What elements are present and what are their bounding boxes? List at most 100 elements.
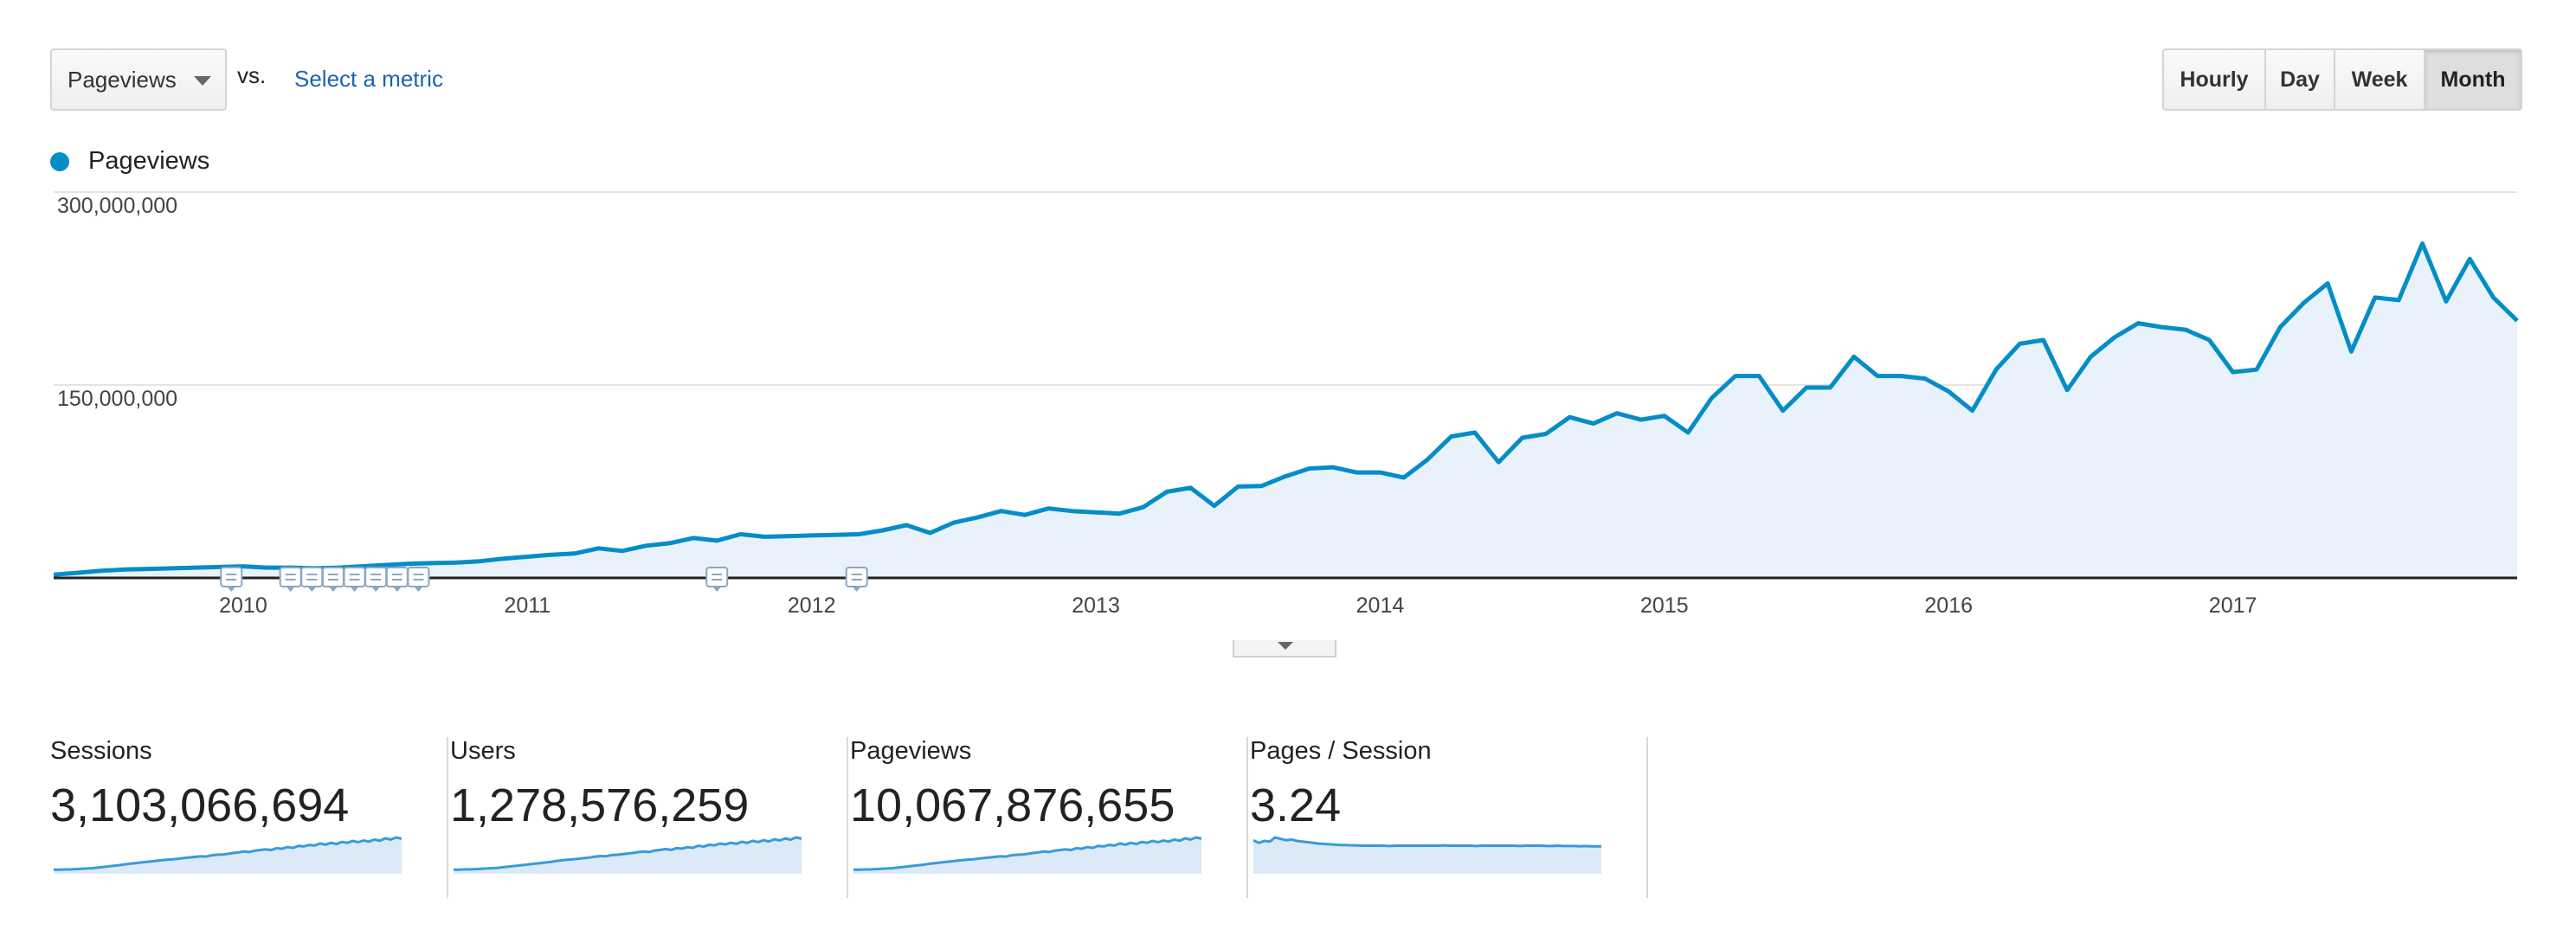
data-point[interactable] [1517,433,1528,443]
data-point[interactable] [1257,481,1267,491]
data-point[interactable] [593,543,603,554]
data-point[interactable] [1778,406,1788,416]
data-point[interactable] [617,546,628,556]
data-point[interactable] [665,538,675,548]
data-point[interactable] [2370,292,2380,303]
data-point[interactable] [1659,411,1670,421]
data-point[interactable] [2228,367,2238,377]
data-point[interactable] [2133,318,2143,329]
annotation-marker[interactable] [385,567,409,592]
data-point[interactable] [1564,412,1575,422]
data-point[interactable] [1138,502,1149,512]
data-point[interactable] [878,525,888,536]
data-point[interactable] [119,564,130,574]
data-point[interactable] [2180,324,2191,335]
data-point[interactable] [2299,298,2309,308]
scorecard-pageviews[interactable]: Pageviews 10,067,876,655 [850,737,1248,898]
scorecard-users[interactable]: Users 1,278,576,259 [450,737,848,898]
data-point[interactable] [1683,427,1693,438]
annotation-marker[interactable] [364,567,388,592]
data-point[interactable] [1872,371,1883,382]
data-point[interactable] [2085,351,2096,362]
select-metric-link[interactable]: Select a metric [294,66,443,92]
data-point[interactable] [1897,371,1907,382]
annotation-marker[interactable] [300,567,324,592]
data-point[interactable] [403,559,414,569]
data-point[interactable] [949,517,959,528]
data-point[interactable] [1730,371,1741,382]
annotation-marker[interactable] [407,567,430,592]
data-point[interactable] [2512,316,2522,326]
data-point[interactable] [143,564,153,574]
data-point[interactable] [1020,510,1030,520]
data-point[interactable] [1967,406,1978,416]
data-point[interactable] [475,556,486,567]
data-point[interactable] [2251,364,2262,375]
data-point[interactable] [499,554,509,564]
data-point[interactable] [1043,504,1053,514]
annotation-marker[interactable] [845,567,868,592]
data-point[interactable] [1446,431,1457,441]
data-point[interactable] [2038,335,2049,345]
data-point[interactable] [96,566,106,576]
data-point[interactable] [688,533,699,543]
data-point[interactable] [309,563,319,574]
data-point[interactable] [1351,467,1362,478]
data-point[interactable] [712,536,722,546]
data-point[interactable] [1825,382,1835,393]
data-point[interactable] [1186,483,1196,493]
month-button[interactable]: Month [2425,50,2521,109]
data-point[interactable] [570,548,580,559]
data-point[interactable] [190,562,201,573]
data-point[interactable] [972,512,982,523]
data-point[interactable] [1233,481,1243,491]
data-point[interactable] [1612,408,1622,419]
data-point[interactable] [2489,292,2499,303]
data-point[interactable] [853,529,864,539]
data-point[interactable] [1399,472,1409,483]
metric-dropdown[interactable]: Pageviews [50,48,227,111]
data-point[interactable] [1091,507,1101,517]
data-point[interactable] [996,506,1007,516]
data-point[interactable] [1470,427,1480,438]
data-point[interactable] [1375,467,1385,478]
data-point[interactable] [1920,374,1930,384]
day-button[interactable]: Day [2266,50,2335,109]
data-point[interactable] [1422,454,1433,465]
data-point[interactable] [238,561,248,572]
data-point[interactable] [215,561,225,572]
annotation-marker[interactable] [220,567,243,592]
data-point[interactable] [1067,506,1078,516]
data-point[interactable] [1849,351,1859,362]
data-point[interactable] [2441,296,2451,306]
data-point[interactable] [522,551,532,561]
data-point[interactable] [1588,419,1599,429]
data-point[interactable] [1541,428,1551,439]
data-point[interactable] [759,531,770,542]
data-point[interactable] [2014,338,2025,349]
data-point[interactable] [2109,332,2120,343]
data-point[interactable] [2346,346,2356,356]
data-point[interactable] [901,520,911,530]
annotation-marker[interactable] [279,567,302,592]
data-point[interactable] [1635,414,1645,425]
data-point[interactable] [286,562,296,573]
data-point[interactable] [357,561,367,572]
data-point[interactable] [807,530,817,541]
data-point[interactable] [1493,457,1504,467]
data-point[interactable] [925,528,936,538]
data-point[interactable] [1707,393,1717,403]
data-point[interactable] [1162,486,1172,497]
data-point[interactable] [1943,386,1954,396]
scorecard-pages-session[interactable]: Pages / Session 3.24 [1250,737,1648,898]
scorecard-sessions[interactable]: Sessions 3,103,066,694 [50,737,448,898]
data-point[interactable] [1991,364,2001,375]
data-point[interactable] [1304,464,1314,474]
data-point[interactable] [428,558,438,568]
data-point[interactable] [1754,371,1764,382]
data-point[interactable] [2157,322,2167,332]
data-point[interactable] [1280,472,1291,482]
data-point[interactable] [736,529,746,539]
data-point[interactable] [546,549,557,560]
annotation-marker[interactable] [343,567,366,592]
